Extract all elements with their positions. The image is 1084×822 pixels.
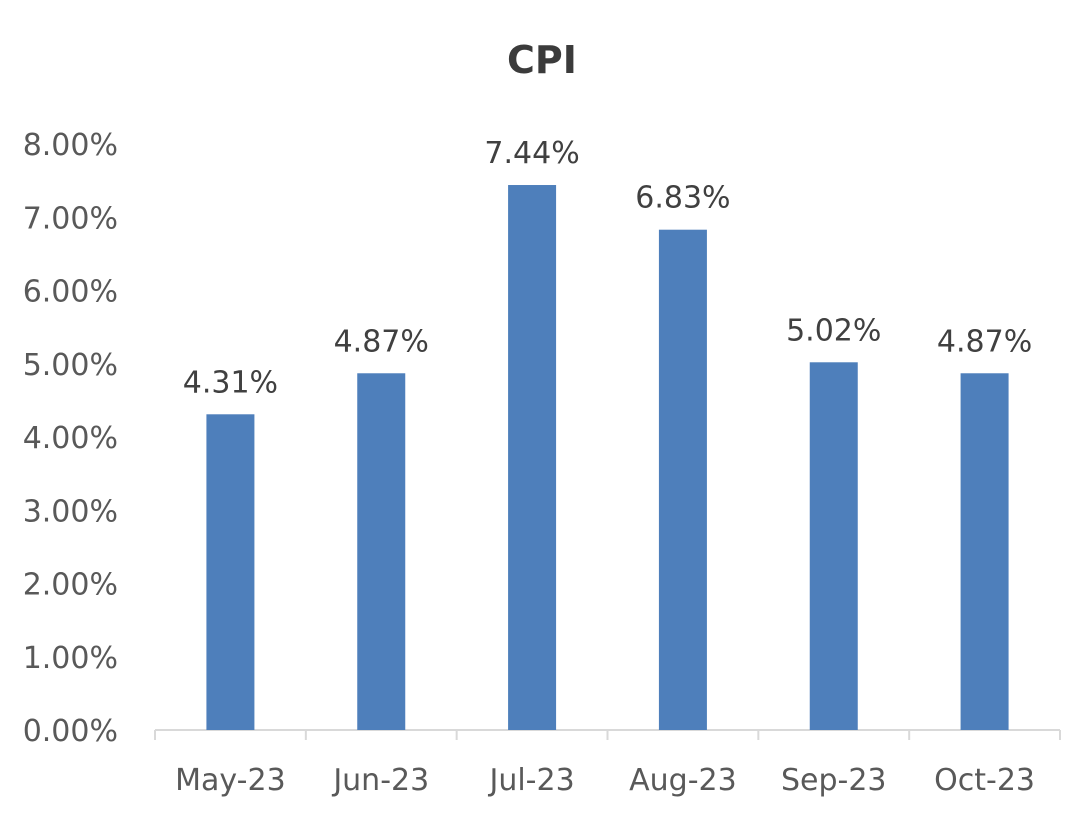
y-tick-label: 0.00%: [23, 714, 118, 749]
y-tick-label: 1.00%: [23, 641, 118, 676]
bar-jul-23: [508, 185, 557, 730]
x-tick-label: Jun-23: [331, 763, 429, 798]
x-tick-label: Jul-23: [487, 763, 574, 798]
data-label: 5.02%: [786, 313, 881, 348]
y-tick-label: 8.00%: [23, 128, 118, 163]
chart-title: CPI: [507, 38, 577, 82]
x-tick-label: Oct-23: [934, 763, 1035, 798]
y-tick-label: 6.00%: [23, 275, 118, 310]
data-label: 6.83%: [635, 181, 730, 216]
data-label: 4.31%: [183, 365, 278, 400]
x-tick-label: Aug-23: [629, 763, 737, 798]
y-tick-label: 2.00%: [23, 568, 118, 603]
bar-jun-23: [357, 373, 406, 730]
bar-oct-23: [960, 373, 1009, 730]
bar-aug-23: [658, 229, 707, 730]
y-tick-label: 7.00%: [23, 201, 118, 236]
data-label: 7.44%: [484, 136, 579, 171]
x-tick-label: Sep-23: [781, 763, 887, 798]
y-tick-label: 5.00%: [23, 348, 118, 383]
y-tick-label: 4.00%: [23, 421, 118, 456]
data-label: 4.87%: [937, 324, 1032, 359]
x-tick-label: May-23: [175, 763, 286, 798]
bar-sep-23: [809, 362, 858, 730]
data-label: 4.87%: [334, 324, 429, 359]
y-tick-label: 3.00%: [23, 494, 118, 529]
bar-may-23: [206, 414, 255, 730]
